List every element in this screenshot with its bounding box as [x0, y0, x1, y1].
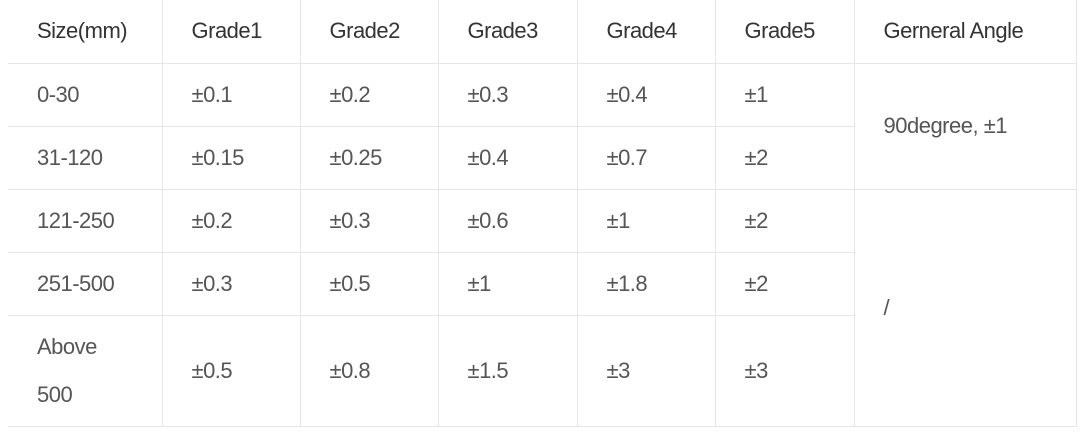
tolerance-cell: ±0.3 — [299, 188, 439, 253]
angle-cell: 90degree, ±1 — [853, 62, 1077, 190]
tolerance-cell: ±0.25 — [299, 125, 439, 190]
tolerance-table: Size(mm) Grade1 Grade2 Grade3 Grade4 Grade5 Ge… — [8, 0, 1077, 427]
tolerance-cell: ±0.4 — [437, 125, 578, 190]
tolerance-cell: ±1 — [437, 251, 578, 316]
header-cell: Gerneral Angle — [853, 0, 1077, 64]
tolerance-cell: ±0.2 — [161, 188, 301, 253]
tolerance-cell: ±2 — [714, 251, 855, 316]
tolerance-cell: ±0.1 — [161, 62, 301, 127]
header-row: Size(mm) Grade1 Grade2 Grade3 Grade4 Grade5 Ge… — [8, 0, 1077, 64]
tolerance-cell: ±3 — [576, 314, 716, 427]
tolerance-cell: ±2 — [714, 188, 855, 253]
tolerance-cell: ±0.5 — [299, 251, 439, 316]
cell-text: Above 500 — [37, 333, 97, 407]
tolerance-cell: ±0.4 — [576, 62, 716, 127]
size-cell: Above 500 — [8, 314, 163, 427]
tolerance-cell: ±0.6 — [437, 188, 578, 253]
tolerance-cell: ±0.8 — [299, 314, 439, 427]
header-cell: Grade3 — [437, 0, 578, 64]
tolerance-cell: ±0.3 — [437, 62, 578, 127]
header-cell: Grade1 — [161, 0, 301, 64]
tolerance-cell: ±1 — [576, 188, 716, 253]
tolerance-cell: ±0.5 — [161, 314, 301, 427]
size-cell: 251-500 — [8, 251, 163, 316]
angle-cell: / — [853, 188, 1077, 427]
table-row: 31-120 ±0.15 ±0.25 ±0.4 ±0.7 ±2 — [8, 125, 1076, 190]
size-cell: 121-250 — [8, 188, 163, 253]
tolerance-cell: ±0.15 — [161, 125, 301, 190]
table-row: 121-250 ±0.2 ±0.3 ±0.6 ±1 ±2/ — [8, 188, 1077, 427]
tolerance-cell: ±1.5 — [437, 314, 578, 427]
table-row: 251-500 ±0.3 ±0.5 ±1 ±1.8 ±2 — [8, 251, 1076, 316]
size-cell: 31-120 — [8, 125, 163, 190]
header-cell: Grade2 — [299, 0, 439, 64]
header-cell: Size(mm) — [8, 0, 163, 64]
header-cell: Grade5 — [714, 0, 855, 64]
tolerance-cell: ±3 — [714, 314, 855, 427]
tolerance-cell: ±0.2 — [299, 62, 439, 127]
table-row: Above 500 ±0.5 ±0.8 ±1.5 ±3 ±3 — [8, 314, 1076, 427]
tolerance-cell: ±0.7 — [576, 125, 716, 190]
tolerance-cell: ±2 — [714, 125, 855, 190]
tolerance-cell: ±1 — [714, 62, 855, 127]
table-row: 0-30 ±0.1 ±0.2 ±0.3 ±0.4 ±1 90degree, ±1 — [8, 62, 1077, 190]
tolerance-cell: ±0.3 — [161, 251, 301, 316]
tolerance-cell: ±1.8 — [576, 251, 716, 316]
size-cell: 0-30 — [8, 62, 163, 127]
header-cell: Grade4 — [576, 0, 716, 64]
